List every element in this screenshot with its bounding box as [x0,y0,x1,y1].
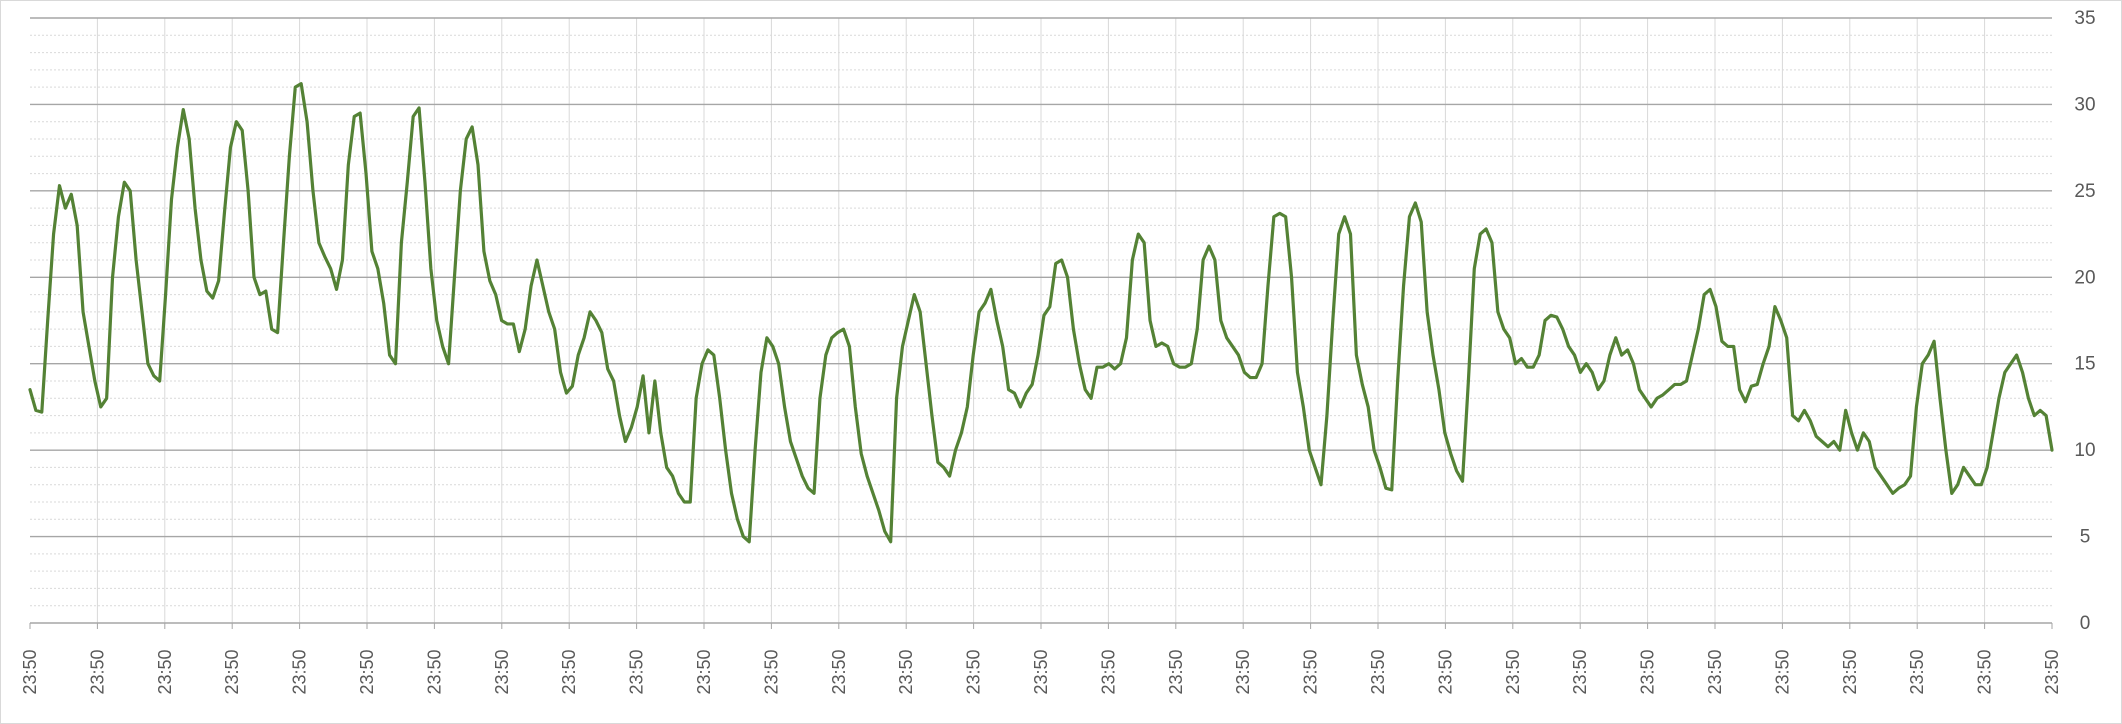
y-tick-label: 20 [2074,267,2095,288]
x-tick-label: 23:50 [1031,649,1051,694]
x-tick-label: 23:50 [1435,649,1455,694]
y-tick-label: 35 [2074,8,2095,29]
x-tick-label: 23:50 [1570,649,1590,694]
x-tick-label: 23:50 [1368,649,1388,694]
x-axis-tick-labels: 23:50 23:50 23:50 23:50 23:50 23:50 23:50 23:50… [20,649,2062,694]
x-tick-label: 23:50 [1503,649,1523,694]
x-tick-label: 23:50 [290,649,310,694]
x-tick-label: 23:50 [896,649,916,694]
x-axis [29,622,2053,629]
x-tick-label: 23:50 [492,649,512,694]
y-tick-label: 5 [2080,527,2091,548]
x-tick-label: 23:50 [694,649,714,694]
x-tick-label: 23:50 [424,649,444,694]
y-tick-label: 25 [2074,181,2095,202]
x-tick-label: 23:50 [222,649,242,694]
x-tick-label: 23:50 [1638,649,1658,694]
x-tick-label: 23:50 [1705,649,1725,694]
x-tick-label: 23:50 [964,649,984,694]
minor-gridlines [30,34,2052,607]
series-line [28,82,2054,544]
y-tick-label: 10 [2074,440,2095,461]
x-tick-label: 23:50 [1301,649,1321,694]
x-tick-label: 23:50 [357,649,377,694]
x-tick-label: 23:50 [829,649,849,694]
x-tick-label: 23:50 [1166,649,1186,694]
x-tick-label: 23:50 [559,649,579,694]
y-tick-label: 30 [2074,94,2095,115]
x-tick-label: 23:50 [627,649,647,694]
x-tick-label: 23:50 [1907,649,1927,694]
y-axis-tick-labels: 0 5 10 15 20 25 30 35 [2074,8,2095,634]
x-tick-label: 23:50 [1975,649,1995,694]
y-tick-label: 15 [2074,354,2095,375]
x-tick-label: 23:50 [20,649,40,694]
x-tick-label: 23:50 [761,649,781,694]
vertical-gridlines [96,18,1986,623]
x-tick-label: 23:50 [155,649,175,694]
x-tick-label: 23:50 [1840,649,1860,694]
x-tick-label: 23:50 [1772,649,1792,694]
x-tick-label: 23:50 [1233,649,1253,694]
x-tick-label: 23:50 [2042,649,2062,694]
x-tick-label: 23:50 [1098,649,1118,694]
y-tick-label: 0 [2080,613,2091,634]
major-gridlines [30,17,2052,538]
x-tick-label: 23:50 [87,649,107,694]
